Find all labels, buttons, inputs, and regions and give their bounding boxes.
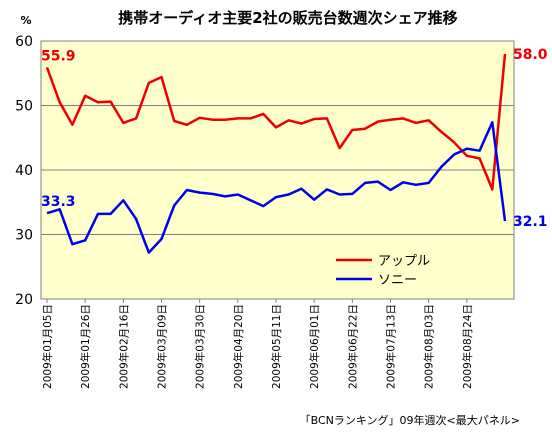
x-tick-label: 2009年03月09日 <box>156 304 169 389</box>
x-tick-label: 2009年03月30日 <box>194 304 207 389</box>
x-tick-label: 2009年06月01日 <box>308 304 321 389</box>
x-tick-label: 2009年01月05日 <box>41 304 54 389</box>
x-tick-label: 2009年04月20日 <box>232 304 245 389</box>
x-tick-marks <box>46 299 468 303</box>
legend-label-sony: ソニー <box>378 273 417 288</box>
x-tick-label: 2009年06月22日 <box>346 304 359 389</box>
chart-title: 携帯オーディオ主要2社の販売台数週次シェア推移 <box>118 9 457 27</box>
x-tick-label: 2009年07月13日 <box>385 304 398 389</box>
last-value-label-0: 58.0 <box>513 47 548 63</box>
x-tick-label: 2009年05月11日 <box>270 304 283 389</box>
series-lines <box>45 53 507 254</box>
x-tick-label: 2009年08月03日 <box>423 304 436 389</box>
legend-label-apple: アップル <box>378 254 430 269</box>
source-note: 「BCNランキング」09年週次<最大パネル> <box>300 413 520 427</box>
y-tick-30: 30 <box>15 228 33 244</box>
last-value-label-1: 32.1 <box>513 214 548 230</box>
legend: アップル ソニー <box>336 254 430 288</box>
y-tick-60: 60 <box>15 34 33 50</box>
x-tick-label: 2009年02月16日 <box>117 304 130 389</box>
x-tick-label: 2009年08月24日 <box>461 304 474 389</box>
series-line-1 <box>46 121 507 254</box>
series-line-0 <box>45 53 507 191</box>
y-axis-ticks: 20 30 40 50 60 <box>15 34 33 308</box>
x-tick-label: 2009年01月26日 <box>79 304 92 389</box>
first-value-label-1: 33.3 <box>41 194 76 210</box>
grid <box>41 105 514 235</box>
first-value-label-0: 55.9 <box>41 48 76 64</box>
y-tick-50: 50 <box>15 99 33 115</box>
y-tick-40: 40 <box>15 163 33 179</box>
x-axis-ticks: 2009年01月05日 2009年01月26日 2009年02月16日 2009年03… <box>41 304 474 389</box>
y-tick-20: 20 <box>15 292 33 308</box>
y-unit-label: % <box>20 14 31 27</box>
value-labels: 55.9 58.0 33.3 32.1 <box>41 47 548 230</box>
